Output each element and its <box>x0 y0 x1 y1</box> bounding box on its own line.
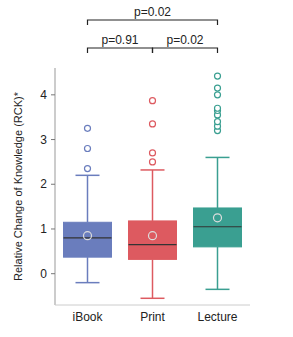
mean <box>149 232 157 240</box>
whisker-cap <box>206 289 230 291</box>
y-tick-label: 0 <box>40 267 47 281</box>
outlier <box>150 150 156 156</box>
outlier <box>150 98 156 104</box>
whisker-cap <box>76 175 100 177</box>
outlier <box>85 125 91 131</box>
significance-bracket <box>88 48 153 53</box>
whisker <box>217 157 219 208</box>
chart: 0 1 2 3 4 Relative Change of Knowledge (RCK)*… <box>0 0 293 337</box>
mean <box>214 214 222 222</box>
outlier <box>215 73 221 79</box>
outlier <box>85 145 91 151</box>
outlier <box>215 105 221 111</box>
y-tick <box>51 228 55 229</box>
outlier <box>85 166 91 172</box>
significance-bracket <box>88 20 218 25</box>
y-axis-label: Relative Change of Knowledge (RCK)* <box>12 91 24 281</box>
mean <box>84 232 92 240</box>
y-tick-label: 4 <box>40 88 47 102</box>
box <box>129 221 177 259</box>
whisker <box>87 257 89 282</box>
x-tick-label: Lecture <box>197 310 237 324</box>
x-axis <box>55 305 250 306</box>
y-tick-label: 2 <box>40 177 47 191</box>
x-tick-label: Print <box>140 310 165 324</box>
x-tick-label: iBook <box>72 310 103 324</box>
y-axis <box>55 68 56 305</box>
significance-bracket <box>153 48 218 53</box>
whisker-cap <box>141 169 165 171</box>
y-tick <box>51 94 55 95</box>
whisker <box>87 175 89 222</box>
outlier <box>150 159 156 165</box>
y-tick-label: 3 <box>40 133 47 147</box>
whisker-cap <box>141 298 165 300</box>
y-tick-label: 1 <box>40 222 47 236</box>
plot-area <box>64 73 242 298</box>
y-tick <box>51 184 55 185</box>
outlier <box>150 121 156 127</box>
whisker <box>217 247 219 289</box>
whisker-cap <box>206 157 230 159</box>
whisker <box>152 170 154 221</box>
outlier <box>215 92 221 98</box>
median <box>64 237 112 238</box>
whisker <box>152 259 154 298</box>
box <box>64 222 112 257</box>
median <box>194 226 242 227</box>
median <box>129 244 177 245</box>
p-value: p=0.91 <box>101 33 138 47</box>
y-tick <box>51 273 55 274</box>
whisker-cap <box>76 282 100 284</box>
box <box>194 208 242 247</box>
outlier <box>215 119 221 125</box>
p-value: p=0.02 <box>166 33 203 47</box>
outlier <box>215 85 221 91</box>
y-tick <box>51 139 55 140</box>
p-value: p=0.02 <box>134 5 171 19</box>
